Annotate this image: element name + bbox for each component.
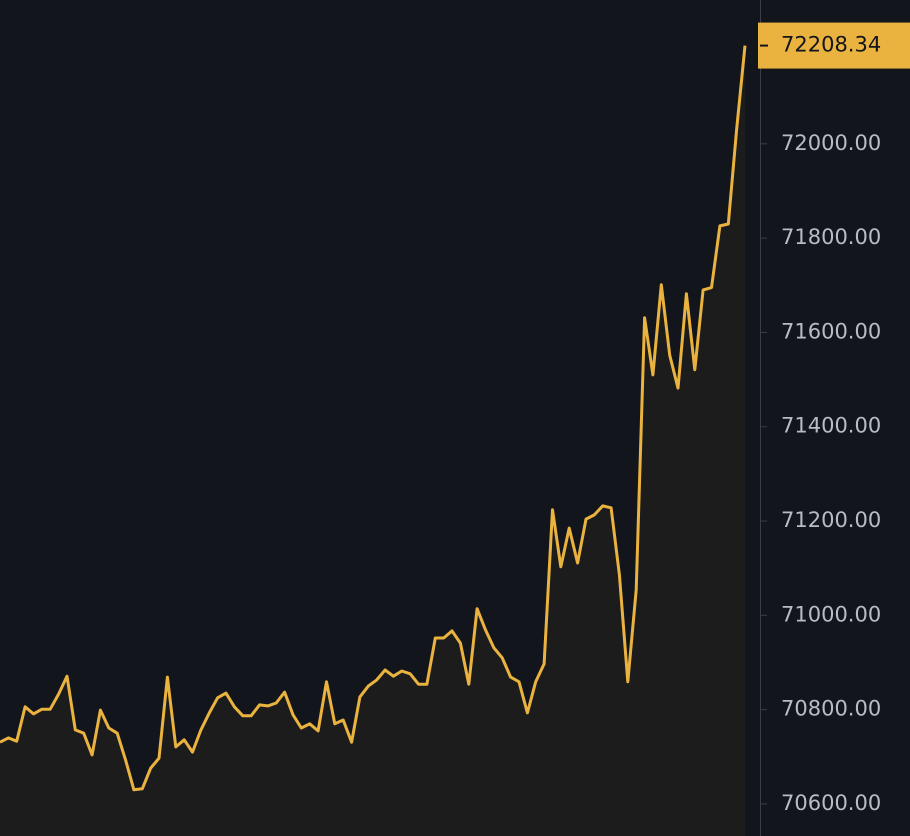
y-tick-label: 71600.00 [781,319,881,343]
y-tick-label: 71400.00 [781,414,881,438]
area [0,45,745,836]
y-tick-label: 71000.00 [781,602,881,626]
price-line [0,45,747,792]
price-tag [758,22,910,69]
y-tick-label: 72000.00 [781,131,881,155]
y-tick-label: 70600.00 [781,791,881,815]
y-tick-label: 70800.00 [781,697,881,721]
y-tick-label: 71200.00 [781,508,881,532]
y-tick-label: 71800.00 [781,225,881,249]
price-tag-label: 72208.34 [781,33,881,57]
